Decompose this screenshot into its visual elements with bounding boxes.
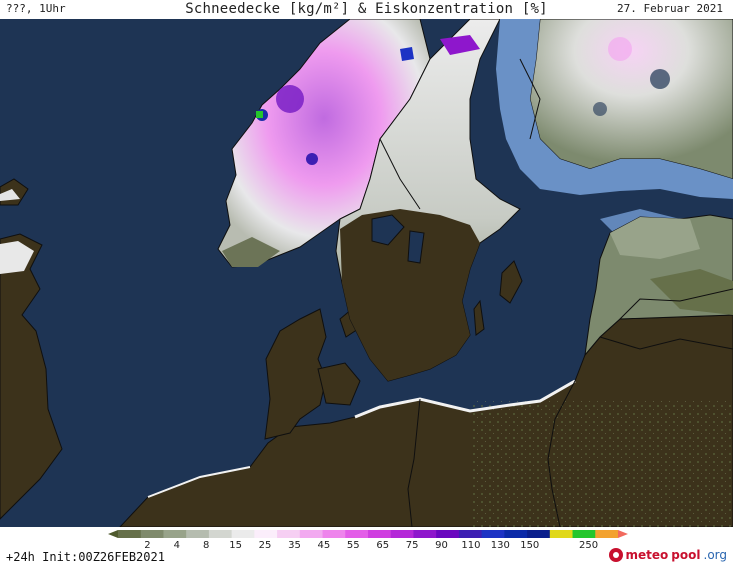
scale-swatch xyxy=(163,530,187,538)
scale-swatch xyxy=(254,530,278,538)
scale-tick-label: 25 xyxy=(258,540,272,551)
scale-swatch xyxy=(504,530,528,538)
scale-swatch xyxy=(481,530,505,538)
scale-swatch xyxy=(368,530,392,538)
color-scale-ticks: 2 4 8 15 25 35 45 55 65 75 90 110 130 150 250 xyxy=(108,540,628,554)
scale-tick-label: 150 xyxy=(520,540,540,551)
scale-swatch xyxy=(140,530,164,538)
valid-date: 27. Februar 2021 xyxy=(617,2,723,15)
scale-tick-label: 2 xyxy=(144,540,151,551)
scale-swatch xyxy=(458,530,483,538)
brand-pool: pool xyxy=(671,548,701,562)
land-norway xyxy=(217,19,431,268)
land-gotland xyxy=(499,260,523,304)
snow-ice-map xyxy=(0,19,733,527)
brand-meteo: meteo xyxy=(625,548,669,562)
scale-tick-label: 75 xyxy=(405,540,419,551)
scale-tick-label: 8 xyxy=(203,540,210,551)
scale-swatch xyxy=(549,530,574,538)
scale-tick-label: 90 xyxy=(435,540,448,551)
scale-swatch xyxy=(390,530,414,538)
scale-tick-label: 15 xyxy=(229,540,243,551)
scale-swatch xyxy=(231,530,255,538)
land-finland xyxy=(529,19,733,180)
scale-tick-label: 110 xyxy=(461,540,481,551)
map-title: Schneedecke [kg/m²] & Eiskonzentration [… xyxy=(185,1,548,17)
scale-arrow-left xyxy=(108,530,118,538)
scale-arrow-right xyxy=(618,530,628,538)
brand-tld: .org xyxy=(703,548,728,562)
scale-swatch xyxy=(118,530,142,538)
land-uk xyxy=(0,233,63,520)
scale-swatch xyxy=(299,530,324,538)
land-denmark xyxy=(264,308,327,440)
scale-tick-label: 130 xyxy=(490,540,510,551)
scale-swatch xyxy=(436,530,460,538)
scale-swatch xyxy=(277,530,301,538)
scale-swatch xyxy=(186,530,210,538)
scale-tick-label: 65 xyxy=(376,540,390,551)
color-scale-bar xyxy=(108,530,628,538)
scale-tick-label: 250 xyxy=(579,540,599,551)
scale-tick-label: 55 xyxy=(346,540,360,551)
scale-tick-label: 35 xyxy=(288,540,301,551)
meteopool-logo-icon xyxy=(608,548,623,562)
sea-ice-bothnia xyxy=(496,19,733,199)
model-run-label: ???, 1Uhr xyxy=(6,2,66,15)
scale-swatch xyxy=(527,530,551,538)
scale-swatch xyxy=(345,530,369,538)
scale-tick-label: 45 xyxy=(317,540,331,551)
scale-swatch xyxy=(322,530,346,538)
brand-logo[interactable]: meteo pool .org xyxy=(608,546,728,564)
scale-swatch xyxy=(595,530,619,538)
scale-swatch xyxy=(208,530,233,538)
scale-swatch xyxy=(413,530,437,538)
scale-tick-label: 4 xyxy=(173,540,180,551)
init-time-label: +24h Init:00Z26FEB2021 xyxy=(6,550,165,564)
scale-swatch xyxy=(572,530,596,538)
